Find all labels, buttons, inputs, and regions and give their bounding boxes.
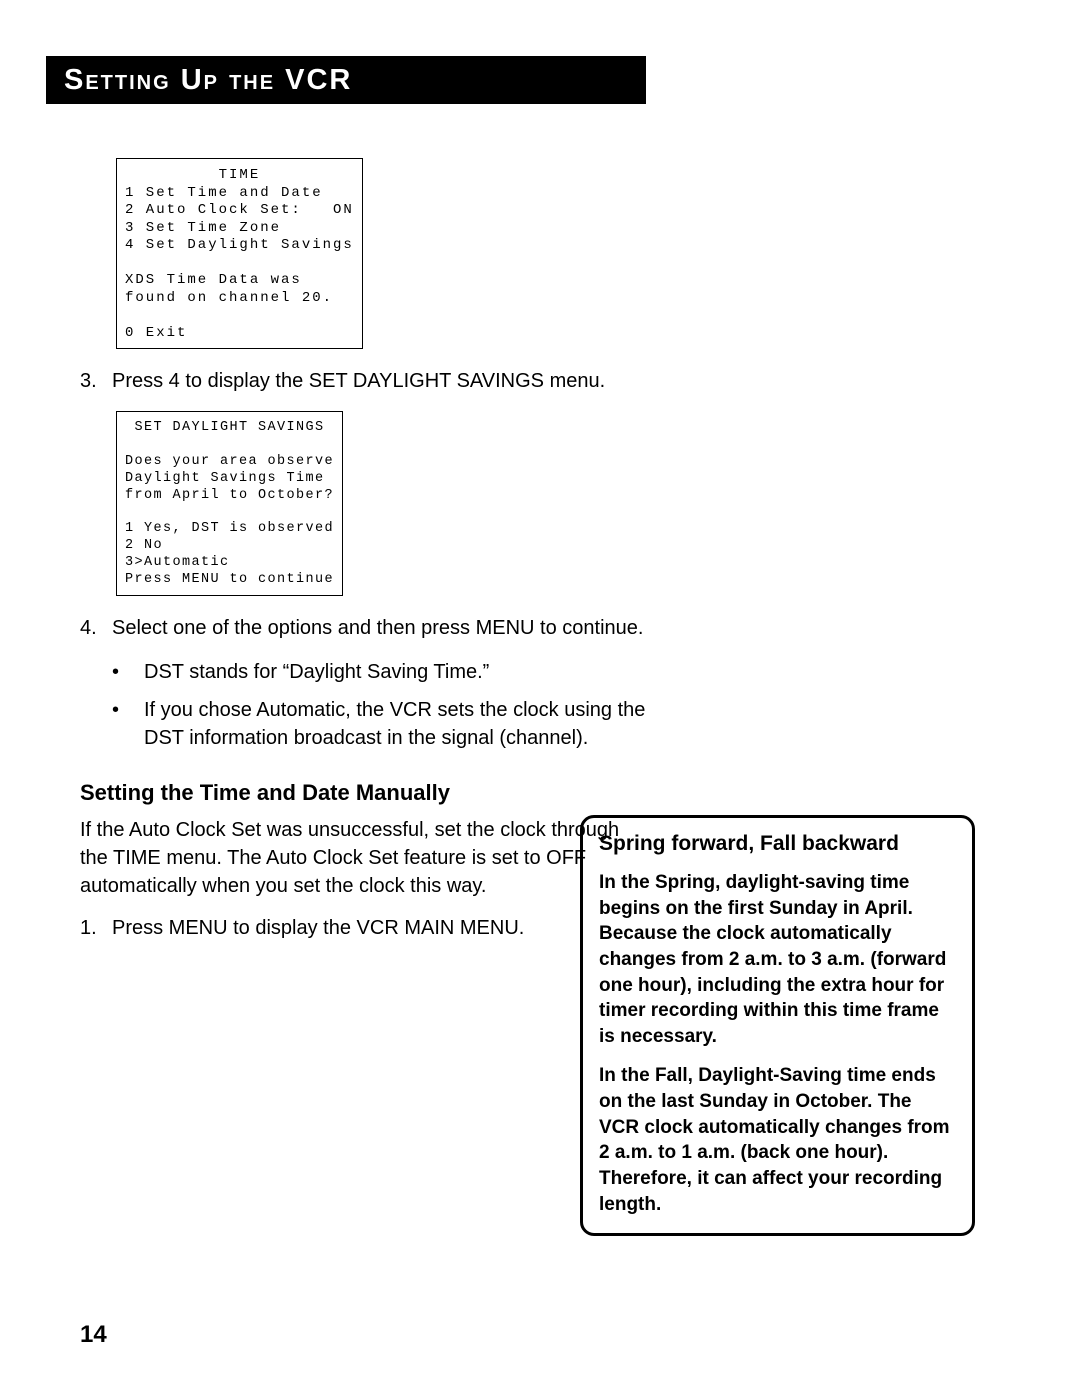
step-text: Select one of the options and then press…: [112, 614, 650, 642]
bullet-text: DST stands for “Daylight Saving Time.”: [144, 658, 489, 686]
osd-line: 1 Set Time and Date: [125, 185, 323, 201]
step-text: Press 4 to display the SET DAYLIGHT SAVI…: [112, 367, 650, 395]
osd-title: TIME: [125, 167, 354, 185]
osd-line: 2 No: [125, 538, 163, 553]
osd-dst-menu: SET DAYLIGHT SAVINGS Does your area obse…: [116, 411, 343, 596]
step-number: 4.: [80, 614, 112, 642]
bullet-marker: •: [112, 696, 144, 752]
osd-line: Daylight Savings Time: [125, 471, 325, 486]
paragraph: If the Auto Clock Set was unsuccessful, …: [80, 816, 650, 900]
sidebar-title: Spring forward, Fall backward: [599, 832, 956, 856]
bullet-text: If you chose Automatic, the VCR sets the…: [144, 696, 650, 752]
step-number: 3.: [80, 367, 112, 395]
step-3: 3. Press 4 to display the SET DAYLIGHT S…: [80, 367, 650, 395]
osd-line: 0 Exit: [125, 325, 187, 341]
main-content: TIME1 Set Time and Date 2 Auto Clock Set…: [80, 158, 650, 958]
bullet-marker: •: [112, 658, 144, 686]
osd-line: found on channel 20.: [125, 290, 333, 306]
sidebar-paragraph: In the Spring, daylight-saving time begi…: [599, 870, 956, 1049]
sidebar-paragraph: In the Fall, Daylight-Saving time ends o…: [599, 1063, 956, 1217]
osd-line: from April to October?: [125, 488, 334, 503]
step-text: Press MENU to display the VCR MAIN MENU.: [112, 914, 650, 942]
step-1: 1. Press MENU to display the VCR MAIN ME…: [80, 914, 650, 942]
subheading-manual-time: Setting the Time and Date Manually: [80, 780, 650, 806]
osd-line: Press MENU to continue: [125, 572, 334, 587]
osd-line: 2 Auto Clock Set: ON: [125, 202, 354, 218]
bullet-item: • DST stands for “Daylight Saving Time.”: [80, 658, 650, 686]
sidebar-box: Spring forward, Fall backward In the Spr…: [580, 815, 975, 1236]
step-number: 1.: [80, 914, 112, 942]
osd-line: Does your area observe: [125, 454, 334, 469]
osd-time-menu: TIME1 Set Time and Date 2 Auto Clock Set…: [116, 158, 363, 349]
page-number: 14: [80, 1321, 107, 1349]
bullet-item: • If you chose Automatic, the VCR sets t…: [80, 696, 650, 752]
osd-line: 3 Set Time Zone: [125, 220, 281, 236]
osd-line: 3>Automatic: [125, 555, 230, 570]
section-header: Setting Up the VCR: [46, 56, 646, 104]
osd-line: 4 Set Daylight Savings: [125, 237, 354, 253]
osd-line: XDS Time Data was: [125, 272, 302, 288]
step-4: 4. Select one of the options and then pr…: [80, 614, 650, 642]
osd-title: SET DAYLIGHT SAVINGS: [125, 420, 334, 437]
section-title: Setting Up the VCR: [64, 64, 352, 97]
osd-line: 1 Yes, DST is observed: [125, 521, 334, 536]
